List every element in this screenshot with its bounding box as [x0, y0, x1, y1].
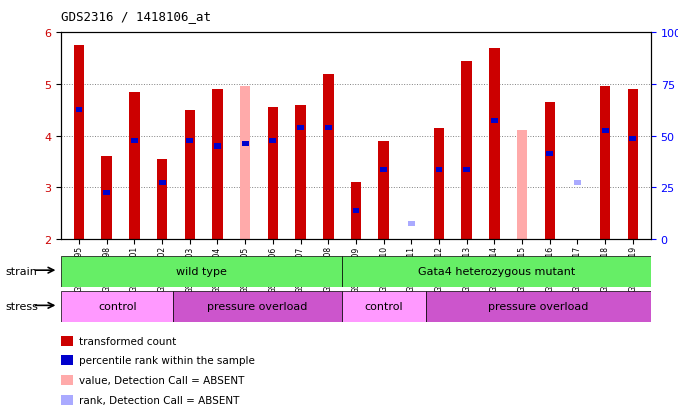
Bar	[74, 46, 84, 240]
Bar	[544, 103, 555, 240]
Bar	[323, 74, 334, 240]
Bar	[351, 183, 361, 240]
Text: transformed count: transformed count	[79, 336, 176, 346]
Bar	[212, 90, 223, 240]
Bar	[103, 190, 110, 196]
Text: GDS2316 / 1418106_at: GDS2316 / 1418106_at	[61, 10, 211, 23]
Text: percentile rank within the sample: percentile rank within the sample	[79, 356, 254, 366]
Bar	[76, 108, 83, 113]
Bar	[242, 141, 249, 147]
Bar	[546, 152, 553, 157]
Bar	[574, 180, 581, 185]
Bar	[61, 291, 174, 322]
Bar	[489, 48, 500, 240]
Bar	[269, 139, 277, 144]
Bar	[157, 159, 167, 240]
Bar	[240, 87, 250, 240]
Text: pressure overload: pressure overload	[207, 301, 308, 312]
Bar	[325, 126, 332, 131]
Bar	[342, 291, 426, 322]
Bar	[435, 167, 443, 173]
Text: rank, Detection Call = ABSENT: rank, Detection Call = ABSENT	[79, 395, 239, 405]
Bar	[184, 111, 195, 240]
Bar	[408, 221, 415, 227]
Bar	[628, 90, 638, 240]
Text: pressure overload: pressure overload	[488, 301, 589, 312]
Bar	[462, 62, 472, 240]
Text: control: control	[365, 301, 403, 312]
Bar	[131, 139, 138, 144]
Bar	[129, 93, 140, 240]
Bar	[629, 136, 636, 141]
Text: value, Detection Call = ABSENT: value, Detection Call = ABSENT	[79, 375, 244, 385]
Bar	[342, 256, 651, 287]
Bar	[434, 128, 444, 240]
Bar	[517, 131, 527, 240]
Text: strain: strain	[5, 266, 37, 276]
Bar	[186, 139, 193, 144]
Bar	[463, 167, 470, 173]
Bar	[380, 167, 387, 173]
Text: stress: stress	[5, 301, 38, 311]
Bar	[296, 105, 306, 240]
Text: Gata4 heterozygous mutant: Gata4 heterozygous mutant	[418, 266, 575, 277]
Bar	[297, 126, 304, 131]
Bar	[378, 142, 389, 240]
Bar	[214, 144, 221, 149]
Bar	[159, 180, 165, 185]
Text: control: control	[98, 301, 136, 312]
Bar	[174, 291, 342, 322]
Bar	[268, 108, 278, 240]
Bar	[600, 87, 610, 240]
Bar	[102, 157, 112, 240]
Bar	[426, 291, 651, 322]
Bar	[353, 209, 359, 214]
Bar	[491, 118, 498, 123]
Text: wild type: wild type	[176, 266, 227, 277]
Bar	[602, 128, 609, 134]
Bar	[61, 256, 342, 287]
